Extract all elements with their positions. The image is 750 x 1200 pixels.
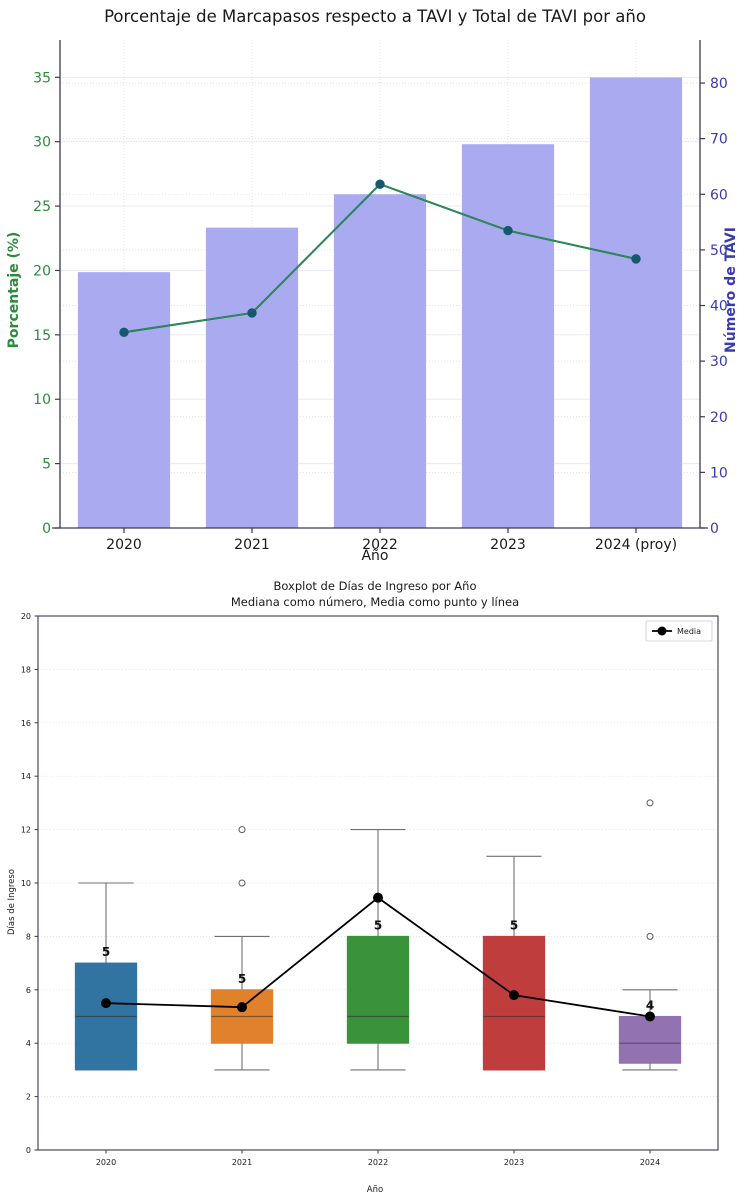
left-tick-label: 35 bbox=[33, 70, 51, 86]
mean-marker-2021 bbox=[237, 1002, 247, 1013]
left-tick-label: 20 bbox=[33, 263, 51, 279]
mean-marker-2020 bbox=[101, 998, 111, 1009]
median-value-label-2024: 4 bbox=[646, 999, 654, 1013]
top-x-axis-label: Año bbox=[361, 548, 388, 564]
boxplot-boxes: 5 5 5 5 4 bbox=[74, 799, 682, 1071]
bar-2023 bbox=[461, 144, 555, 528]
boxplot-frame bbox=[34, 615, 719, 1154]
line-marker-2020 bbox=[119, 327, 129, 337]
boxplot-x-axis-label: Año bbox=[367, 1185, 383, 1195]
median-value-label-2020: 5 bbox=[102, 945, 110, 959]
y-tick-label: 2 bbox=[26, 1093, 31, 1102]
right-tick-label: 0 bbox=[710, 521, 719, 537]
median-value-label-2022: 5 bbox=[374, 918, 382, 932]
y-tick-label: 20 bbox=[21, 612, 31, 621]
mean-marker-2022 bbox=[373, 892, 383, 903]
right-tick-label: 50 bbox=[710, 243, 728, 259]
boxplot-group-2021: 5 bbox=[210, 826, 274, 1071]
bottom-chart-panel: Boxplot de Días de Ingreso por Año Media… bbox=[0, 572, 750, 1200]
boxplot-y-axis-label: Días de Ingreso bbox=[7, 869, 17, 935]
x-tick-label-2024: 2024 bbox=[640, 1158, 660, 1167]
box-rect bbox=[346, 935, 410, 1044]
box-rect bbox=[482, 935, 546, 1071]
boxplot-group-2020: 5 bbox=[74, 882, 138, 1071]
y-tick-label: 14 bbox=[21, 772, 31, 781]
y-tick-label: 4 bbox=[26, 1039, 31, 1048]
legend-label-media: Media bbox=[677, 627, 701, 636]
x-tick-label-2020: 2020 bbox=[96, 1158, 116, 1167]
y-tick-label: 16 bbox=[21, 719, 31, 728]
bar-series-numero-tavi bbox=[77, 77, 683, 529]
legend-background bbox=[645, 620, 713, 642]
right-tick-label: 20 bbox=[710, 410, 728, 426]
y-tick-label: 6 bbox=[26, 986, 31, 995]
legend-dot-marker bbox=[657, 626, 667, 636]
line-series-porcentaje-marcapasos bbox=[119, 179, 641, 337]
bar-2022 bbox=[333, 194, 427, 528]
boxplot-group-2022: 5 bbox=[346, 829, 410, 1071]
x-tick-label-2024 (proy): 2024 (proy) bbox=[595, 537, 677, 553]
x-tick-label-2021: 2021 bbox=[232, 1158, 252, 1167]
boxplot-title-line1: Boxplot de Días de Ingreso por Año bbox=[273, 579, 476, 593]
left-tick-label: 0 bbox=[42, 521, 51, 537]
line-marker-2022 bbox=[375, 179, 385, 189]
bar-2024 (proy) bbox=[589, 77, 683, 528]
top-chart-panel: Porcentaje de Marcapasos respecto a TAVI… bbox=[0, 0, 750, 572]
x-tick-label-2022: 2022 bbox=[368, 1158, 388, 1167]
mean-marker-2024 bbox=[645, 1011, 655, 1022]
boxplot-chart: Boxplot de Días de Ingreso por Año Media… bbox=[7, 579, 719, 1195]
x-tick-label-2020: 2020 bbox=[106, 537, 142, 553]
y-tick-label: 18 bbox=[21, 665, 31, 674]
left-tick-label: 25 bbox=[33, 199, 51, 215]
outlier-point bbox=[238, 826, 246, 834]
right-tick-label: 10 bbox=[710, 465, 728, 481]
top-chart-title: Porcentaje de Marcapasos respecto a TAVI… bbox=[104, 7, 646, 26]
bar-2020 bbox=[77, 272, 171, 528]
x-tick-label-2021: 2021 bbox=[234, 537, 270, 553]
right-tick-label: 40 bbox=[710, 299, 728, 315]
outlier-point bbox=[238, 879, 246, 887]
right-tick-label: 30 bbox=[710, 354, 728, 370]
outlier-point bbox=[646, 799, 654, 807]
left-axis-label: Porcentaje (%) bbox=[6, 232, 22, 349]
line-marker-2024 (proy) bbox=[631, 254, 641, 264]
left-tick-label: 5 bbox=[42, 457, 51, 473]
median-value-label-2021: 5 bbox=[238, 972, 246, 986]
combo-bar-line-chart: Porcentaje de Marcapasos respecto a TAVI… bbox=[6, 7, 739, 564]
right-tick-label: 60 bbox=[710, 187, 728, 203]
left-tick-label: 15 bbox=[33, 328, 51, 344]
box-rect bbox=[618, 1015, 682, 1064]
boxplot-legend[interactable]: Media bbox=[645, 620, 713, 642]
outlier-point bbox=[646, 932, 654, 940]
line-marker-2023 bbox=[503, 225, 513, 236]
right-axis-label: Número de TAVI bbox=[723, 227, 739, 353]
right-tick-label: 70 bbox=[710, 132, 728, 148]
y-tick-label: 8 bbox=[26, 932, 31, 941]
y-tick-label: 10 bbox=[21, 879, 31, 888]
median-value-label-2023: 5 bbox=[510, 918, 518, 932]
y-tick-label: 12 bbox=[21, 826, 31, 835]
top-chart-axes bbox=[52, 40, 708, 533]
boxplot-group-2023: 5 bbox=[482, 855, 546, 1071]
right-tick-label: 80 bbox=[710, 76, 728, 92]
mean-line-series bbox=[101, 892, 655, 1022]
boxplot-group-2024: 4 bbox=[618, 799, 682, 1071]
mean-marker-2023 bbox=[509, 990, 519, 1001]
bar-2021 bbox=[205, 227, 299, 529]
line-marker-2021 bbox=[247, 308, 257, 318]
boxplot-title-line2: Mediana como número, Media como punto y … bbox=[231, 595, 519, 609]
x-tick-label-2023: 2023 bbox=[504, 1158, 524, 1167]
left-tick-label: 30 bbox=[33, 135, 51, 151]
y-tick-label: 0 bbox=[26, 1146, 31, 1155]
top-chart-tick-labels: 0 5 10 15 20 25 30 35 0 10 20 30 40 50 60 70 80 2020 2021 2… bbox=[33, 70, 728, 553]
x-tick-label-2022: 2022 bbox=[362, 537, 398, 553]
x-tick-label-2023: 2023 bbox=[490, 537, 526, 553]
left-tick-label: 10 bbox=[33, 392, 51, 408]
